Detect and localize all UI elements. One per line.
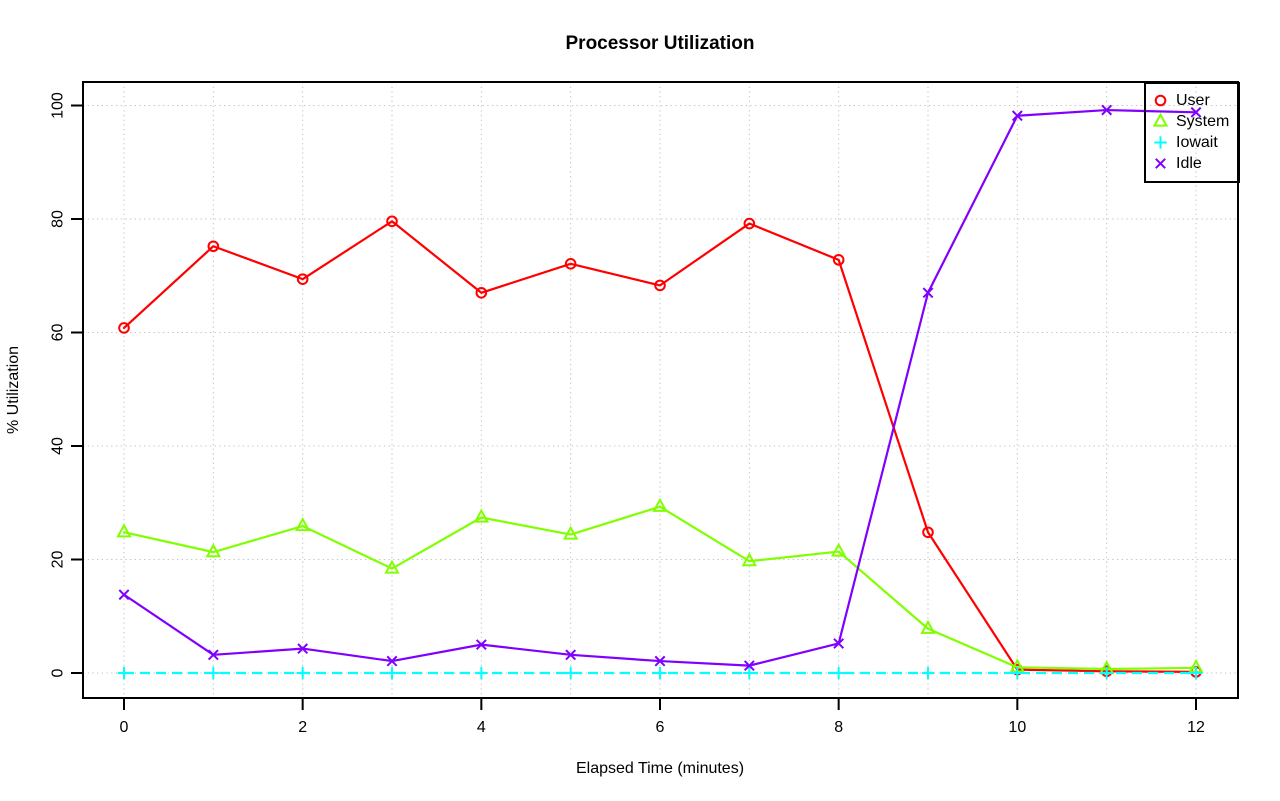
idle-marker [118,589,130,601]
idle-marker [475,639,487,651]
series-idle [118,104,1202,672]
x-axis-title: Elapsed Time (minutes) [576,760,744,777]
series-user [118,215,1202,678]
y-tick-label: 20 [50,551,67,569]
legend-item-user: User [1154,92,1210,109]
series-line-system [122,505,1198,671]
system-marker [473,508,490,523]
x-tick-label: 10 [1008,719,1026,736]
system-marker [294,517,311,532]
legend-label-idle: Idle [1176,155,1202,172]
chart-title: Processor Utilization [566,33,755,54]
idle-marker [654,655,666,667]
user-marker [475,286,488,299]
y-tick-label: 100 [50,92,67,119]
x-tick-label: 2 [298,719,307,736]
idle-marker [833,638,845,649]
idle-marker [922,287,934,299]
y-tick-label: 40 [50,437,67,455]
y-tick-label: 80 [50,210,67,228]
user-marker [922,526,934,539]
user-marker [654,279,666,292]
x-tick-label: 0 [120,719,129,736]
legend-item-iowait: Iowait [1154,134,1218,151]
x-tick-label: 12 [1187,719,1205,736]
user-marker [207,240,220,253]
legend-box [1144,82,1240,183]
x-tick-label: 4 [477,719,486,736]
system-marker [562,525,579,540]
system-marker [920,619,936,634]
legend-label-system: System [1176,113,1229,130]
x-axis: 0 2 4 6 8 10 12 [120,698,1205,736]
legend-label-iowait: Iowait [1176,134,1218,151]
legend-item-system: System [1152,112,1229,130]
system-marker [384,559,400,574]
legend-triangle-icon [1152,112,1169,127]
x-tick-label: 8 [834,719,843,736]
idle-marker [297,643,309,655]
user-marker [118,322,130,334]
user-marker [743,217,756,230]
system-marker [205,543,222,558]
y-axis-title: % Utilization [5,346,22,434]
idle-marker [1011,110,1023,122]
system-marker [830,542,847,557]
legend: User System Iowait Idle [1144,82,1240,183]
idle-marker [1190,106,1202,118]
y-tick-label: 60 [50,324,67,342]
grid-layer [83,82,1238,698]
system-marker [652,497,668,512]
system-marker [116,523,132,538]
user-marker [296,273,309,285]
idle-marker [743,660,755,672]
idle-marker [1101,104,1113,116]
plot-border [82,81,1239,699]
plot-box-layer [82,81,1239,699]
idle-marker [207,649,219,661]
idle-marker [386,655,398,667]
series-layer [116,104,1204,680]
y-tick-label: 0 [50,668,67,677]
series-iowait [117,666,1203,680]
x-tick-label: 6 [656,719,665,736]
user-marker [564,258,577,270]
user-marker [832,254,845,266]
legend-x-icon [1155,158,1166,169]
y-axis: 0 20 40 60 80 100 [50,92,83,677]
legend-circle-icon [1154,94,1167,107]
legend-label-user: User [1176,92,1210,109]
idle-marker [565,649,577,661]
user-marker [386,215,398,228]
legend-item-idle: Idle [1155,155,1202,172]
system-marker [741,552,758,567]
